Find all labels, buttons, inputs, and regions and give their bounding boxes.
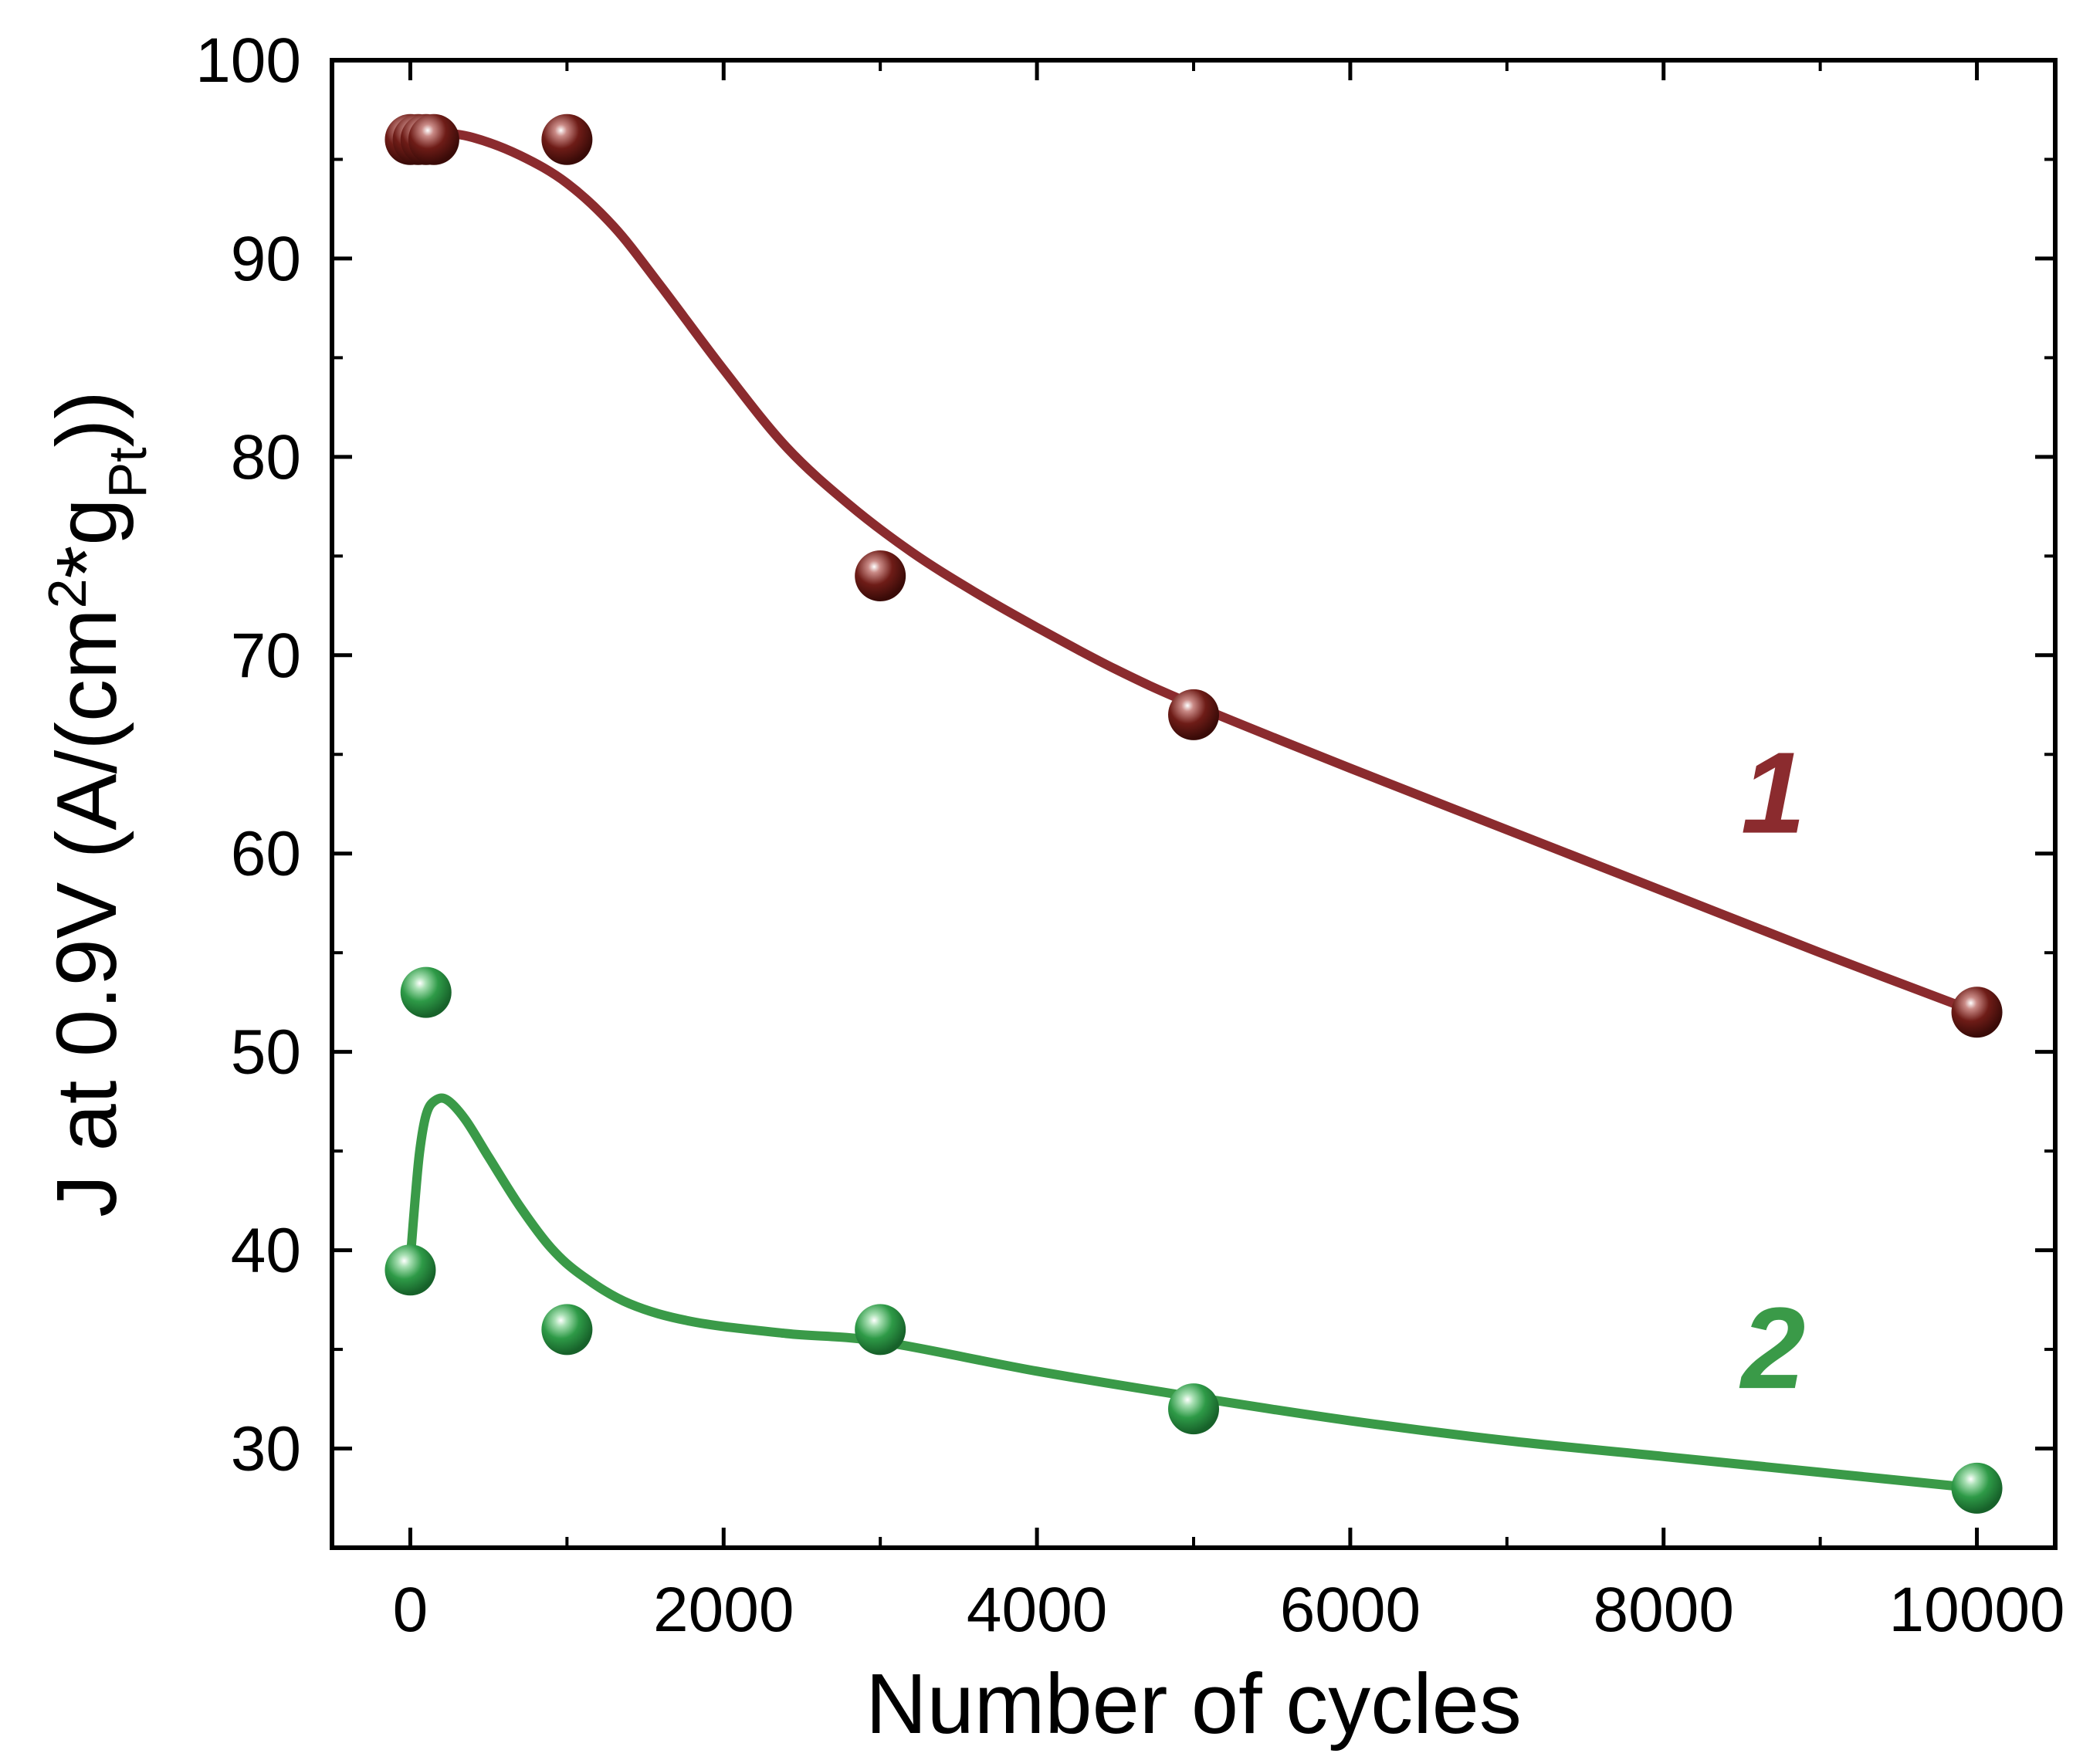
- point-series-2-5: [1951, 1462, 2003, 1514]
- y-tick-label-2: 50: [231, 1017, 301, 1088]
- fit-line-series-1: [405, 129, 1982, 1017]
- axis-ticks: 0 2000 4000 6000 8000 10000 30 40 50 60 70 80 90 100: [195, 25, 2064, 1645]
- y-tick-label-6: 90: [231, 224, 301, 294]
- point-series-1-7: [1951, 987, 2003, 1038]
- x-axis-title: Number of cycles: [865, 1657, 1522, 1752]
- point-series-1-5: [855, 550, 906, 602]
- point-series-2-2: [541, 1304, 593, 1356]
- y-axis-title-prefix: J at 0.9V (A/(cm: [39, 608, 134, 1217]
- fit-curves: [405, 129, 1982, 1493]
- y-axis-title-sub: Pt: [97, 447, 158, 498]
- fit-line-series-2: [405, 1093, 1982, 1493]
- x-tick-label-5: 10000: [1889, 1575, 2065, 1645]
- x-tick-label-0: 0: [393, 1575, 428, 1645]
- y-tick-label-7: 100: [195, 25, 301, 96]
- data-points: [384, 113, 2003, 1514]
- point-series-2-3: [855, 1304, 906, 1356]
- point-series-1-4: [541, 113, 593, 165]
- x-tick-label-4: 8000: [1594, 1575, 1734, 1645]
- x-tick-label-2: 4000: [967, 1575, 1107, 1645]
- y-axis-title-suffix: )): [39, 391, 134, 447]
- series-label-1: 1: [1741, 728, 1805, 858]
- y-tick-label-0: 30: [231, 1414, 301, 1484]
- point-series-2-0: [384, 1244, 436, 1296]
- point-series-1-6: [1168, 689, 1219, 740]
- y-axis-title-mid: *g: [39, 498, 134, 578]
- y-axis-title: J at 0.9V (A/(cm2*gPt)): [37, 391, 158, 1217]
- y-tick-label-4: 70: [231, 621, 301, 691]
- y-tick-label-3: 60: [231, 819, 301, 889]
- x-tick-label-1: 2000: [653, 1575, 794, 1645]
- y-tick-label-1: 40: [231, 1216, 301, 1286]
- point-series-2-1: [400, 966, 452, 1018]
- x-tick-label-3: 6000: [1280, 1575, 1421, 1645]
- point-series-1-3: [408, 113, 459, 165]
- point-series-2-4: [1168, 1383, 1219, 1435]
- y-tick-label-5: 80: [231, 422, 301, 492]
- y-axis-title-sup: 2: [37, 578, 97, 608]
- series-label-2: 2: [1739, 1283, 1805, 1413]
